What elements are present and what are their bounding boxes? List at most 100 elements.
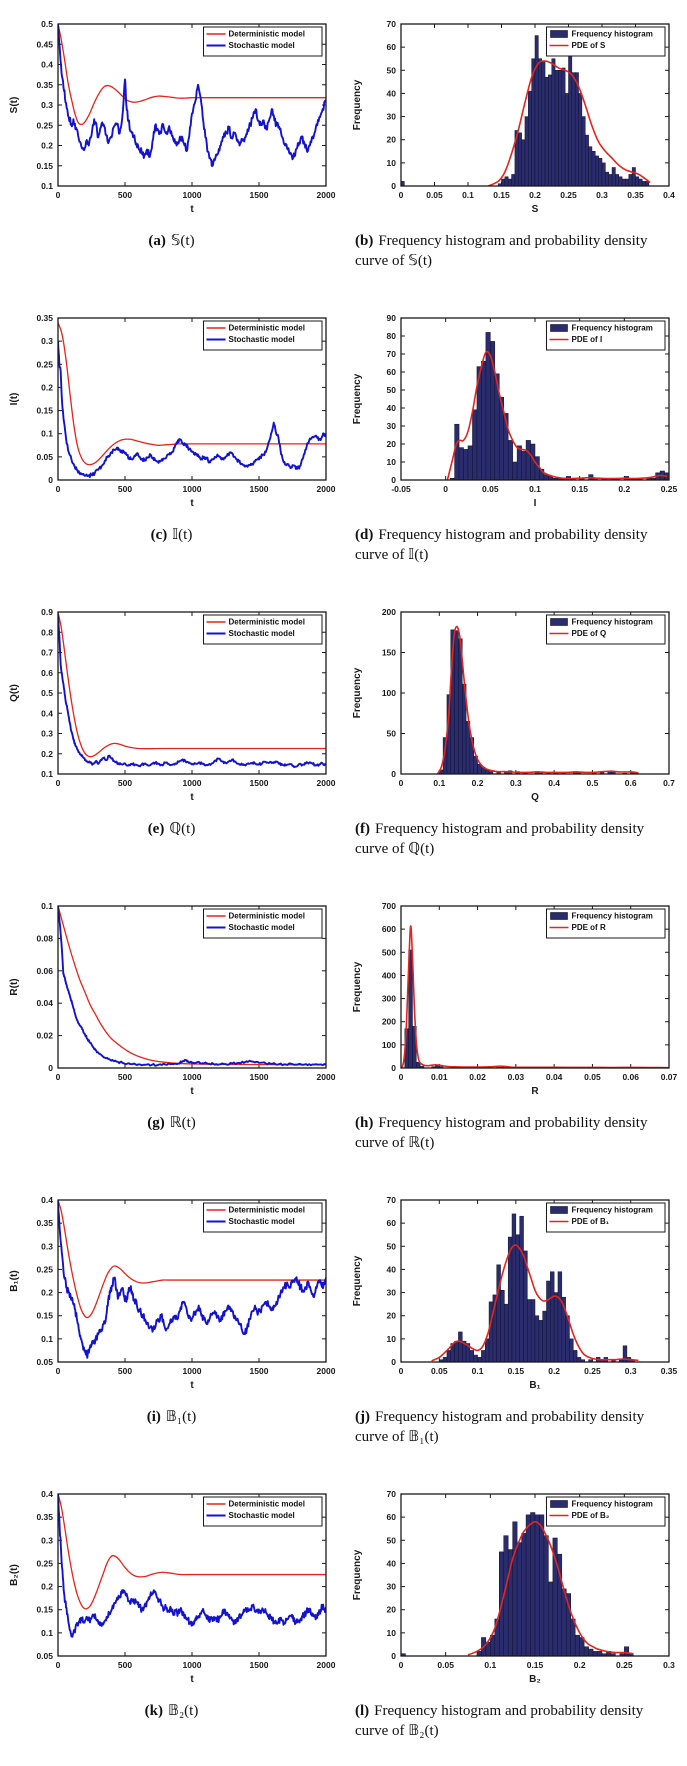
- svg-text:1000: 1000: [182, 190, 201, 200]
- svg-text:0.15: 0.15: [527, 1660, 544, 1670]
- caption-i-label: (i): [146, 1409, 161, 1425]
- svg-text:0: 0: [443, 484, 448, 494]
- line-chart-B1-of-t: 0 500 1000 1500 2000 0.05 0.1 0.15 0.2 0.25 0.3 0.3…: [9, 1195, 336, 1391]
- svg-text:0.1: 0.1: [41, 901, 53, 911]
- caption-h-text: Frequency histogram and probability dens…: [355, 1115, 648, 1151]
- svg-text:500: 500: [117, 778, 131, 788]
- svg-text:600: 600: [382, 924, 396, 934]
- caption-k-label: (k): [144, 1703, 163, 1719]
- svg-text:2000: 2000: [316, 190, 335, 200]
- svg-text:0.1: 0.1: [41, 181, 53, 191]
- caption-c: (c) 𝕀(t): [7, 526, 337, 546]
- svg-text:t: t: [190, 204, 194, 215]
- figure-l: 0 0.05 0.1 0.15 0.2 0.25 0.3 0 10 20 30 40 50 60 70 B₂ F…: [343, 1470, 687, 1764]
- svg-text:0.2: 0.2: [41, 141, 53, 151]
- figure-i: 0 500 1000 1500 2000 0.05 0.1 0.15 0.2 0.25 0.3 0.3…: [0, 1176, 343, 1470]
- line-chart-Q-of-t: 0 500 1000 1500 2000 0.1 0.2 0.3 0.4 0.5 0.6 0.7 0.8…: [9, 607, 336, 803]
- caption-c-label: (c): [150, 527, 168, 543]
- svg-text:0: 0: [391, 1063, 396, 1073]
- svg-text:70: 70: [387, 1489, 397, 1499]
- svg-text:70: 70: [387, 349, 397, 359]
- caption-g-text: ℝ(t): [169, 1115, 196, 1131]
- svg-text:0.7: 0.7: [41, 648, 53, 658]
- svg-text:Frequency histogram: Frequency histogram: [572, 30, 653, 39]
- svg-text:0.4: 0.4: [41, 60, 53, 70]
- svg-text:0: 0: [399, 778, 404, 788]
- svg-text:1500: 1500: [249, 1660, 268, 1670]
- caption-f-label: (f): [355, 821, 370, 837]
- caption-l-label: (l): [355, 1703, 370, 1719]
- svg-text:0.05: 0.05: [431, 1366, 448, 1376]
- svg-text:Frequency histogram: Frequency histogram: [572, 1206, 653, 1215]
- svg-text:Stochastic model: Stochastic model: [228, 1217, 294, 1226]
- svg-text:0: 0: [48, 1063, 53, 1073]
- caption-b: (b) Frequency histogram and probability d…: [343, 232, 673, 272]
- svg-text:R: R: [531, 1086, 539, 1097]
- svg-text:1500: 1500: [249, 1366, 268, 1376]
- svg-text:150: 150: [382, 648, 396, 658]
- svg-text:20: 20: [387, 135, 397, 145]
- svg-text:1500: 1500: [249, 190, 268, 200]
- svg-text:40: 40: [387, 403, 397, 413]
- svg-text:0.4: 0.4: [548, 778, 560, 788]
- svg-text:0.5: 0.5: [41, 688, 53, 698]
- svg-text:0.15: 0.15: [508, 1366, 525, 1376]
- svg-text:0.4: 0.4: [41, 1489, 53, 1499]
- svg-text:0.2: 0.2: [41, 1582, 53, 1592]
- svg-text:500: 500: [117, 1660, 131, 1670]
- line-chart-I-of-t: 0 500 1000 1500 2000 0 0.05 0.1 0.15 0.2 0.25 0.3 0.…: [9, 313, 336, 509]
- svg-text:0: 0: [55, 190, 60, 200]
- svg-text:0.2: 0.2: [529, 190, 541, 200]
- caption-g-label: (g): [147, 1115, 165, 1131]
- svg-text:0.04: 0.04: [36, 998, 53, 1008]
- caption-g: (g) ℝ(t): [7, 1114, 337, 1134]
- svg-text:0.15: 0.15: [36, 161, 53, 171]
- svg-text:Frequency histogram: Frequency histogram: [572, 912, 653, 921]
- svg-text:Stochastic model: Stochastic model: [228, 335, 294, 344]
- svg-text:Stochastic model: Stochastic model: [228, 41, 294, 50]
- svg-text:t: t: [190, 1380, 194, 1391]
- svg-text:200: 200: [382, 1017, 396, 1027]
- caption-d-label: (d): [355, 527, 374, 543]
- svg-text:0.8: 0.8: [41, 627, 53, 637]
- caption-f: (f) Frequency histogram and probability d…: [343, 820, 673, 860]
- line-chart-R-of-t: 0 500 1000 1500 2000 0 0.02 0.04 0.06 0.08 0.1 t R(t…: [9, 901, 336, 1097]
- svg-text:Frequency: Frequency: [352, 961, 363, 1012]
- svg-text:0: 0: [55, 1072, 60, 1082]
- svg-text:Deterministic model: Deterministic model: [228, 30, 304, 39]
- caption-i: (i) 𝔹₁(t): [7, 1408, 337, 1428]
- svg-text:300: 300: [382, 994, 396, 1004]
- svg-text:0.1: 0.1: [529, 484, 541, 494]
- svg-text:0.06: 0.06: [36, 966, 53, 976]
- svg-text:Frequency: Frequency: [352, 373, 363, 424]
- svg-text:0.45: 0.45: [36, 39, 53, 49]
- svg-text:2000: 2000: [316, 1660, 335, 1670]
- svg-text:2000: 2000: [316, 484, 335, 494]
- svg-text:Q(t): Q(t): [9, 684, 20, 702]
- svg-text:Deterministic model: Deterministic model: [228, 324, 304, 333]
- svg-text:0: 0: [399, 190, 404, 200]
- caption-h-label: (h): [355, 1115, 374, 1131]
- caption-k-text: 𝔹₂(t): [167, 1703, 199, 1719]
- svg-text:0.15: 0.15: [36, 1605, 53, 1615]
- figure-a: 0 500 1000 1500 2000 0.1 0.15 0.2 0.25 0.3 0.35 0.4…: [0, 0, 343, 294]
- svg-text:0.25: 0.25: [661, 484, 678, 494]
- svg-text:0: 0: [55, 1660, 60, 1670]
- svg-text:50: 50: [387, 1241, 397, 1251]
- svg-text:t: t: [190, 792, 194, 803]
- caption-a-text: 𝕊(t): [170, 233, 195, 249]
- figure-g: 0 500 1000 1500 2000 0 0.02 0.04 0.06 0.08 0.1 t R(t…: [0, 882, 343, 1176]
- svg-text:PDE of R: PDE of R: [572, 923, 606, 932]
- svg-text:PDE of Q: PDE of Q: [572, 629, 607, 638]
- svg-text:20: 20: [387, 439, 397, 449]
- svg-text:0.6: 0.6: [625, 778, 637, 788]
- svg-text:0.05: 0.05: [36, 452, 53, 462]
- svg-text:0.1: 0.1: [41, 429, 53, 439]
- svg-text:Stochastic model: Stochastic model: [228, 1511, 294, 1520]
- svg-text:Frequency histogram: Frequency histogram: [572, 618, 653, 627]
- figure-c: 0 500 1000 1500 2000 0 0.05 0.1 0.15 0.2 0.25 0.3 0.…: [0, 294, 343, 588]
- histogram-chart-R: 0 0.01 0.02 0.03 0.04 0.05 0.06 0.07 0 100 200 300 4…: [352, 901, 678, 1097]
- svg-text:0.25: 0.25: [36, 359, 53, 369]
- svg-text:500: 500: [382, 947, 396, 957]
- caption-d: (d) Frequency histogram and probability d…: [343, 526, 673, 566]
